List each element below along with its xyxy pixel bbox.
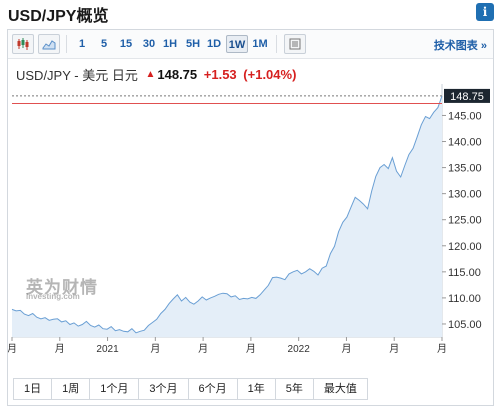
y-tick-label: 140.00	[448, 137, 482, 149]
range-3m[interactable]: 3个月	[138, 378, 189, 400]
y-tick-label: 120.00	[448, 241, 482, 253]
period-5h[interactable]: 5H	[185, 38, 201, 50]
x-tick-label: 月	[8, 343, 17, 355]
range-max[interactable]: 最大值	[312, 378, 368, 400]
current-price: 148.75	[157, 67, 198, 82]
x-tick-label: 月	[198, 343, 208, 355]
x-tick-label: 月	[341, 343, 351, 355]
y-tick-label: 125.00	[448, 215, 482, 227]
price-change-percent: (+1.04%)	[243, 67, 297, 82]
x-tick-label: 月	[150, 343, 160, 355]
range-1m[interactable]: 1个月	[89, 378, 140, 400]
range-1y[interactable]: 1年	[236, 378, 276, 400]
quote-line: USD/JPY - 美元 日元 ▲ 148.75 +1.53 (+1.04%)	[16, 65, 296, 84]
currency-pair-name: USD/JPY - 美元 日元	[16, 68, 138, 83]
x-tick-label: 2021	[96, 344, 119, 355]
toolbar-divider	[66, 35, 67, 53]
range-selector: 1日 1周 1个月 3个月 6个月 1年 5年 最大值	[13, 378, 368, 400]
x-tick-label: 月	[55, 343, 65, 355]
range-5y[interactable]: 5年	[274, 378, 314, 400]
chart-widget: 1 5 15 30 1H 5H 1D 1W 1M 技术图表 » USD/JPY …	[7, 29, 494, 406]
y-tick-label: 130.00	[448, 189, 482, 201]
x-tick-label: 月	[437, 343, 447, 355]
last-price-badge	[444, 88, 490, 103]
watermark-logo-cn: 英为财情	[26, 278, 98, 297]
area-chart-icon[interactable]	[38, 34, 60, 54]
last-price-label: 148.75	[450, 91, 484, 103]
range-1d[interactable]: 1日	[13, 378, 53, 400]
y-tick-label: 135.00	[448, 163, 482, 175]
y-tick-label: 105.00	[448, 319, 482, 331]
range-1w[interactable]: 1周	[51, 378, 91, 400]
up-arrow-icon: ▲	[145, 69, 156, 80]
price-change: +1.53	[203, 67, 237, 82]
x-tick-label: 月	[246, 343, 256, 355]
period-1d[interactable]: 1D	[206, 38, 222, 50]
candlestick-icon[interactable]	[12, 34, 34, 54]
chart-settings-icon[interactable]	[284, 34, 306, 54]
range-6m[interactable]: 6个月	[187, 378, 238, 400]
period-1m[interactable]: 1M	[252, 38, 268, 50]
watermark-logo-en: Investing.com	[26, 292, 80, 301]
period-5[interactable]: 5	[100, 38, 108, 50]
series-line	[11, 95, 443, 334]
x-tick-label: 2022	[288, 344, 311, 355]
period-1h[interactable]: 1H	[162, 38, 178, 50]
period-30[interactable]: 30	[142, 38, 156, 50]
toolbar-divider	[276, 35, 277, 53]
period-1w[interactable]: 1W	[226, 35, 248, 53]
chart-toolbar: 1 5 15 30 1H 5H 1D 1W 1M 技术图表 »	[8, 30, 493, 59]
price-chart[interactable]: 105.00 110.00 115.00 120.00 125.00 130.00 135.…	[8, 30, 493, 370]
page-title: USD/JPY概览	[8, 8, 109, 25]
series-area-fill	[12, 95, 442, 338]
x-tick-label: 月	[389, 343, 399, 355]
tech-chart-link[interactable]: 技术图表 »	[433, 40, 487, 52]
y-tick-label: 145.00	[448, 110, 482, 122]
y-tick-label: 110.00	[448, 293, 481, 305]
period-1[interactable]: 1	[78, 38, 86, 50]
period-15[interactable]: 15	[119, 38, 133, 50]
y-tick-label: 115.00	[448, 267, 481, 279]
info-icon[interactable]: i	[476, 3, 494, 21]
